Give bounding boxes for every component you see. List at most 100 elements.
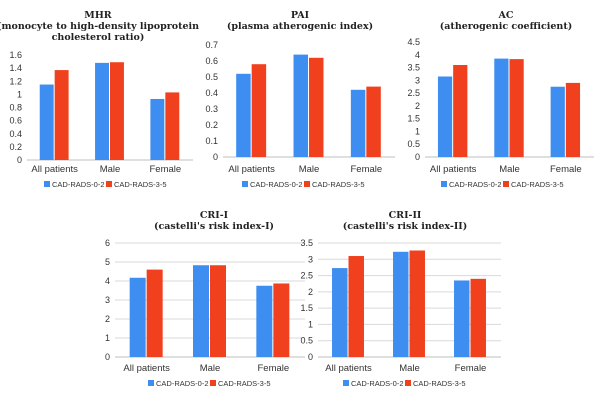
bar-cad-rads-3-5 — [453, 65, 468, 157]
legend-swatch — [441, 181, 447, 187]
y-tick-label: 0.2 — [9, 142, 22, 152]
x-category-label: All patients — [31, 164, 78, 175]
bar-cad-rads-3-5 — [565, 82, 581, 157]
legend-label: CAD-RADS-3-5 — [218, 379, 271, 388]
bar-cad-rads-0-2 — [393, 251, 409, 357]
bar-cad-rads-3-5 — [273, 283, 290, 357]
y-tick-label: 6 — [105, 238, 110, 248]
x-category-label: Female — [550, 164, 582, 175]
bar-cad-rads-3-5 — [409, 250, 425, 357]
x-category-label: Male — [200, 363, 221, 374]
y-tick-label: 4 — [415, 50, 420, 60]
chart-panel-1: MHR(monocyte to high-density lipoprotein… — [0, 10, 199, 189]
bar-cad-rads-3-5 — [146, 269, 163, 357]
y-tick-label: 5 — [105, 257, 110, 267]
y-tick-label: 0.6 — [9, 116, 22, 126]
x-category-label: Male — [399, 363, 420, 374]
y-tick-label: 0.6 — [205, 56, 218, 66]
y-tick-label: 1.6 — [9, 50, 22, 60]
bar-cad-rads-3-5 — [54, 70, 69, 160]
chart-title-line: (castelli's risk index-I) — [154, 221, 274, 232]
legend-swatch — [210, 380, 216, 386]
legend-label: CAD-RADS-0-2 — [449, 180, 502, 189]
legend-swatch — [148, 380, 154, 386]
y-tick-label: 1.2 — [9, 76, 22, 86]
x-category-label: Male — [499, 164, 520, 175]
chart-title-line: (monocyte to high-density lipoprotein — [0, 21, 199, 32]
x-category-label: Female — [350, 164, 382, 175]
y-tick-label: 0 — [17, 155, 22, 165]
legend-label: CAD-RADS-3-5 — [511, 180, 564, 189]
x-category-label: Male — [100, 164, 121, 175]
chart-panel-4: CRI-I(castelli's risk index-I) 0 1 2 3 4 5 6 All… — [105, 210, 305, 388]
legend-label: CAD-RADS-0-2 — [351, 379, 404, 388]
legend-label: CAD-RADS-0-2 — [250, 180, 303, 189]
y-tick-label: 2.5 — [300, 271, 313, 281]
y-tick-label: 0 — [415, 152, 420, 162]
bar-cad-rads-3-5 — [165, 92, 180, 160]
y-tick-label: 2.5 — [407, 88, 420, 98]
legend-label: CAD-RADS-3-5 — [114, 180, 167, 189]
y-tick-label: 2 — [105, 314, 110, 324]
chart-title-line: (atherogenic coefficient) — [440, 21, 572, 32]
y-tick-label: 4 — [105, 276, 110, 286]
legend-label: CAD-RADS-3-5 — [312, 180, 365, 189]
y-tick-label: 0.5 — [407, 139, 420, 149]
y-tick-label: 0.2 — [205, 120, 218, 130]
legend-swatch — [405, 380, 411, 386]
y-tick-label: 0 — [213, 152, 218, 162]
bar-cad-rads-3-5 — [348, 256, 364, 357]
y-tick-label: 0.3 — [205, 104, 218, 114]
chart-title-line: PAI — [291, 10, 310, 21]
y-tick-label: 0 — [308, 352, 313, 362]
chart-title-line: (plasma atherogenic index) — [227, 21, 373, 32]
bar-cad-rads-0-2 — [332, 268, 348, 357]
bar-cad-rads-0-2 — [193, 265, 209, 357]
bar-cad-rads-3-5 — [366, 86, 381, 157]
x-category-label: Female — [455, 363, 487, 374]
bar-cad-rads-0-2 — [256, 285, 273, 357]
bar-cad-rads-0-2 — [494, 58, 509, 157]
y-tick-label: 0 — [105, 352, 110, 362]
legend-label: CAD-RADS-0-2 — [156, 379, 209, 388]
chart-title-line: CRI-I — [200, 210, 229, 221]
bar-cad-rads-3-5 — [509, 59, 524, 157]
y-tick-label: 1.4 — [9, 63, 22, 73]
legend-swatch — [304, 181, 310, 187]
y-tick-label: 2 — [308, 287, 313, 297]
y-tick-label: 1 — [105, 333, 110, 343]
legend-swatch — [106, 181, 112, 187]
y-tick-label: 0.4 — [205, 88, 218, 98]
chart-title-line: AC — [498, 10, 514, 21]
bar-cad-rads-3-5 — [251, 64, 267, 157]
chart-title-line: (castelli's risk index-II) — [343, 221, 467, 232]
chart-title-line: cholesterol ratio) — [52, 32, 145, 43]
bar-cad-rads-3-5 — [470, 278, 486, 357]
bar-cad-rads-3-5 — [210, 265, 226, 357]
bar-cad-rads-0-2 — [150, 98, 165, 160]
legend-swatch — [44, 181, 50, 187]
bar-cad-rads-0-2 — [39, 84, 54, 160]
bar-cad-rads-3-5 — [309, 57, 324, 157]
bar-cad-rads-0-2 — [350, 89, 366, 157]
chart-title-line: MHR — [84, 10, 111, 21]
y-tick-label: 4.5 — [407, 37, 420, 47]
x-category-label: Female — [257, 363, 289, 374]
y-tick-label: 1.5 — [407, 114, 420, 124]
chart-panel-2: PAI(plasma atherogenic index) 0 0.1 0.2 0.3 0… — [205, 10, 395, 189]
bar-cad-rads-3-5 — [110, 62, 124, 160]
x-category-label: All patients — [123, 363, 170, 374]
legend-label: CAD-RADS-3-5 — [413, 379, 466, 388]
bar-cad-rads-0-2 — [550, 86, 565, 157]
chart-panel-5: CRI-II(castelli's risk index-II) 0 0.5 1 1.5… — [300, 210, 501, 388]
bar-cad-rads-0-2 — [129, 277, 146, 357]
y-tick-label: 3.5 — [300, 238, 313, 248]
legend-label: CAD-RADS-0-2 — [52, 180, 105, 189]
bar-cad-rads-0-2 — [293, 54, 308, 157]
y-tick-label: 3 — [105, 295, 110, 305]
legend-swatch — [343, 380, 349, 386]
y-tick-label: 0.4 — [9, 129, 22, 139]
y-tick-label: 0.8 — [9, 103, 22, 113]
x-category-label: Male — [299, 164, 320, 175]
